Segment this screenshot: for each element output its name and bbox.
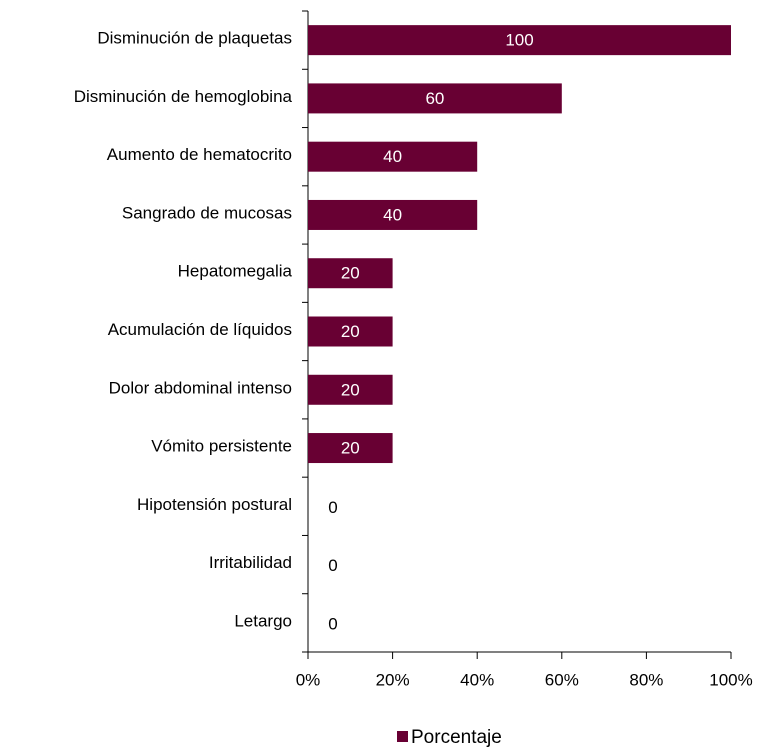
y-tick-label: Dolor abdominal intenso xyxy=(109,378,292,397)
x-tick-label: 20% xyxy=(376,670,410,689)
y-tick-label: Disminución de plaquetas xyxy=(97,29,292,48)
bar xyxy=(308,199,478,230)
y-tick-label: Aumento de hematocrito xyxy=(107,145,292,164)
value-label: 0 xyxy=(328,614,337,633)
bar xyxy=(308,258,393,289)
x-tick-label: 40% xyxy=(460,670,494,689)
x-tick-label: 60% xyxy=(545,670,579,689)
bar xyxy=(308,433,393,464)
value-label: 20 xyxy=(341,322,360,341)
y-tick-label: Sangrado de mucosas xyxy=(122,203,292,222)
y-tick-label: Acumulación de líquidos xyxy=(108,320,292,339)
y-tick-label: Letargo xyxy=(234,611,292,630)
value-label: 20 xyxy=(341,380,360,399)
y-tick-label: Hepatomegalia xyxy=(178,262,293,281)
y-tick-label: Disminución de hemoglobina xyxy=(74,87,293,106)
value-label: 0 xyxy=(328,556,337,575)
y-tick-label: Irritabilidad xyxy=(209,553,292,572)
value-label: 20 xyxy=(341,264,360,283)
legend-label: Porcentaje xyxy=(411,727,502,748)
value-label: 40 xyxy=(383,147,402,166)
bar xyxy=(308,141,478,172)
x-tick-label: 100% xyxy=(709,670,752,689)
bar xyxy=(308,83,562,114)
y-tick-label: Vómito persistente xyxy=(151,437,292,456)
bar xyxy=(308,316,393,347)
bar xyxy=(308,374,393,405)
value-label: 100 xyxy=(505,31,533,50)
x-tick-label: 80% xyxy=(629,670,663,689)
legend-swatch xyxy=(397,731,408,742)
y-tick-label: Hipotensión postural xyxy=(137,495,292,514)
value-label: 20 xyxy=(341,439,360,458)
value-label: 60 xyxy=(425,89,444,108)
value-label: 0 xyxy=(328,498,337,517)
value-label: 40 xyxy=(383,205,402,224)
x-tick-label: 0% xyxy=(296,670,321,689)
bar xyxy=(308,25,731,56)
